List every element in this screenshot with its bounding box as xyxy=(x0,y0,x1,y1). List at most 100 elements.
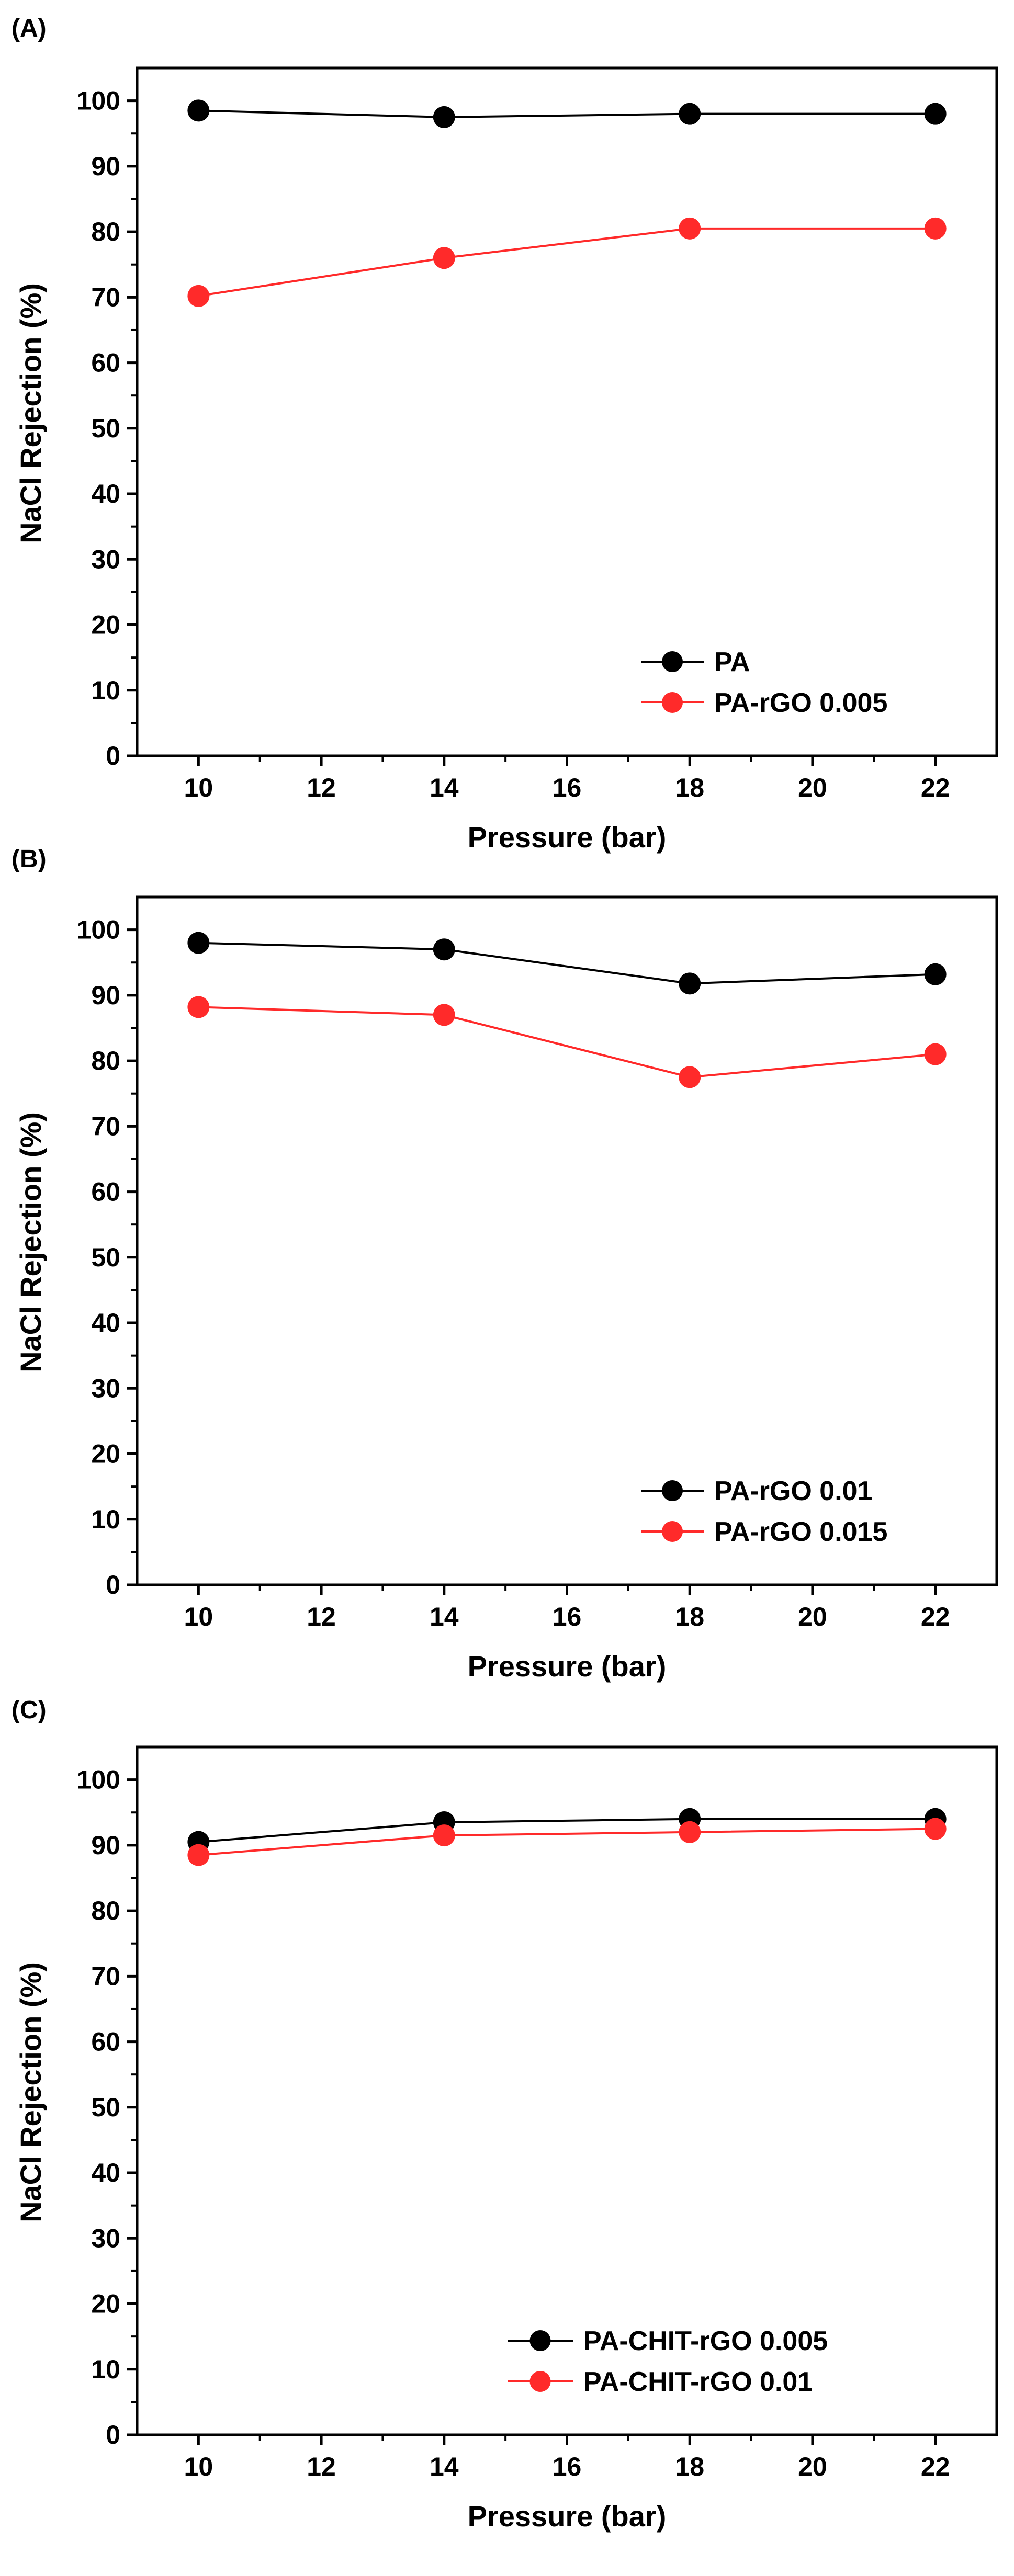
series-line-1 xyxy=(198,941,936,985)
y-tick-label: 90 xyxy=(91,981,120,1010)
y-tick-label: 100 xyxy=(77,1765,120,1795)
series-line-1 xyxy=(198,1818,936,1843)
y-tick-label: 40 xyxy=(91,1308,120,1337)
legend: PA-CHIT-rGO 0.005 PA-CHIT-rGO 0.01 xyxy=(508,2326,828,2397)
y-tick-label: 0 xyxy=(106,2420,120,2449)
chart-panel-c: (C) 0 10 20 30 40 50 60 70 80 90 100 10 12 14 16 18 20 22 P… xyxy=(12,1696,998,2533)
x-tick-label: 10 xyxy=(184,2452,213,2481)
legend-marker-1 xyxy=(662,651,683,672)
data-point xyxy=(679,972,701,995)
data-point xyxy=(433,247,455,269)
x-tick-label: 12 xyxy=(307,773,336,802)
x-tick-label: 20 xyxy=(798,2452,827,2481)
legend-label-2: PA-rGO 0.015 xyxy=(714,1517,887,1547)
x-tick-label: 14 xyxy=(430,1602,459,1631)
data-point xyxy=(187,932,210,954)
y-tick-label: 30 xyxy=(91,544,120,574)
series-line-2 xyxy=(198,1828,936,1856)
data-point xyxy=(679,103,701,125)
legend-marker-1 xyxy=(529,2330,551,2351)
chart-panel-b: (B) 0 10 20 30 40 50 60 70 80 90 100 10 12 14 16 18 20 22 P… xyxy=(12,845,998,1683)
data-point xyxy=(679,1821,701,1843)
y-tick-label: 40 xyxy=(91,2158,120,2187)
data-point xyxy=(433,1824,455,1847)
y-tick-label: 70 xyxy=(91,1961,120,1991)
y-tick-label: 60 xyxy=(91,2027,120,2057)
x-tick-label: 16 xyxy=(553,773,582,802)
legend-label-2: PA-CHIT-rGO 0.01 xyxy=(583,2367,813,2397)
x-tick-label: 10 xyxy=(184,1602,213,1631)
y-tick-label: 30 xyxy=(91,1374,120,1403)
series-line-1 xyxy=(198,109,936,118)
x-tick-label: 16 xyxy=(553,1602,582,1631)
data-point xyxy=(924,963,947,985)
y-tick-label: 80 xyxy=(91,217,120,246)
data-point xyxy=(924,1043,947,1065)
series-line-2 xyxy=(198,227,936,297)
y-tick-label: 70 xyxy=(91,1111,120,1141)
series-line-2 xyxy=(198,1006,936,1079)
y-tick-label: 40 xyxy=(91,479,120,508)
y-tick-label: 0 xyxy=(106,1570,120,1599)
x-tick-label: 20 xyxy=(798,1602,827,1631)
y-tick-label: 20 xyxy=(91,610,120,640)
y-tick-label: 50 xyxy=(91,1243,120,1272)
y-tick-label: 50 xyxy=(91,2093,120,2122)
y-tick-label: 90 xyxy=(91,1831,120,1860)
legend: PA PA-rGO 0.005 xyxy=(641,647,887,718)
data-point xyxy=(187,1844,210,1866)
y-tick-label: 30 xyxy=(91,2223,120,2253)
data-point xyxy=(924,1818,947,1840)
y-tick-label: 10 xyxy=(91,2355,120,2384)
x-tick-label: 22 xyxy=(921,773,950,802)
data-point xyxy=(433,106,455,128)
x-tick-label: 20 xyxy=(798,773,827,802)
x-tick-label: 14 xyxy=(430,2452,459,2481)
y-tick-label: 100 xyxy=(77,915,120,945)
legend-label-1: PA-rGO 0.01 xyxy=(714,1476,872,1506)
y-tick-label: 80 xyxy=(91,1896,120,1925)
data-point xyxy=(187,285,210,307)
y-tick-label: 0 xyxy=(106,741,120,770)
data-point xyxy=(679,1066,701,1088)
data-point xyxy=(924,217,947,240)
y-tick-label: 10 xyxy=(91,1505,120,1534)
legend-marker-2 xyxy=(662,692,683,713)
legend-label-1: PA-CHIT-rGO 0.005 xyxy=(583,2326,828,2356)
y-tick-label: 20 xyxy=(91,2289,120,2319)
legend-marker-2 xyxy=(529,2371,551,2392)
chart-panel-a: (A) 0 10 20 30 40 50 60 70 80 90 100 10 12 14 16 18 20 22 P… xyxy=(12,15,998,854)
y-tick-label: 100 xyxy=(77,86,120,116)
y-axis-label: NaCl Rejection (%) xyxy=(14,283,47,543)
panel-label: (B) xyxy=(12,845,47,873)
legend-marker-1 xyxy=(662,1480,683,1501)
legend-label-1: PA xyxy=(714,647,750,677)
x-tick-label: 22 xyxy=(921,2452,950,2481)
legend: PA-rGO 0.01 PA-rGO 0.015 xyxy=(641,1476,887,1547)
x-tick-label: 10 xyxy=(184,773,213,802)
x-tick-label: 16 xyxy=(553,2452,582,2481)
y-tick-label: 60 xyxy=(91,348,120,378)
data-point xyxy=(924,103,947,125)
data-point xyxy=(187,99,210,122)
legend-label-2: PA-rGO 0.005 xyxy=(714,688,887,718)
data-point xyxy=(433,938,455,961)
y-tick-label: 70 xyxy=(91,282,120,312)
y-axis-label: NaCl Rejection (%) xyxy=(14,1962,47,2222)
data-point xyxy=(679,217,701,240)
x-tick-label: 12 xyxy=(307,2452,336,2481)
y-tick-label: 50 xyxy=(91,414,120,443)
data-point xyxy=(187,996,210,1018)
x-tick-label: 18 xyxy=(675,1602,704,1631)
y-axis-label: NaCl Rejection (%) xyxy=(14,1112,47,1372)
y-tick-label: 10 xyxy=(91,676,120,705)
y-tick-label: 60 xyxy=(91,1177,120,1207)
data-point xyxy=(433,1004,455,1026)
legend-marker-2 xyxy=(662,1521,683,1542)
x-tick-label: 18 xyxy=(675,2452,704,2481)
panel-label: (C) xyxy=(12,1696,47,1724)
x-tick-label: 22 xyxy=(921,1602,950,1631)
y-tick-label: 90 xyxy=(91,152,120,181)
x-axis-label: Pressure (bar) xyxy=(468,1650,667,1683)
